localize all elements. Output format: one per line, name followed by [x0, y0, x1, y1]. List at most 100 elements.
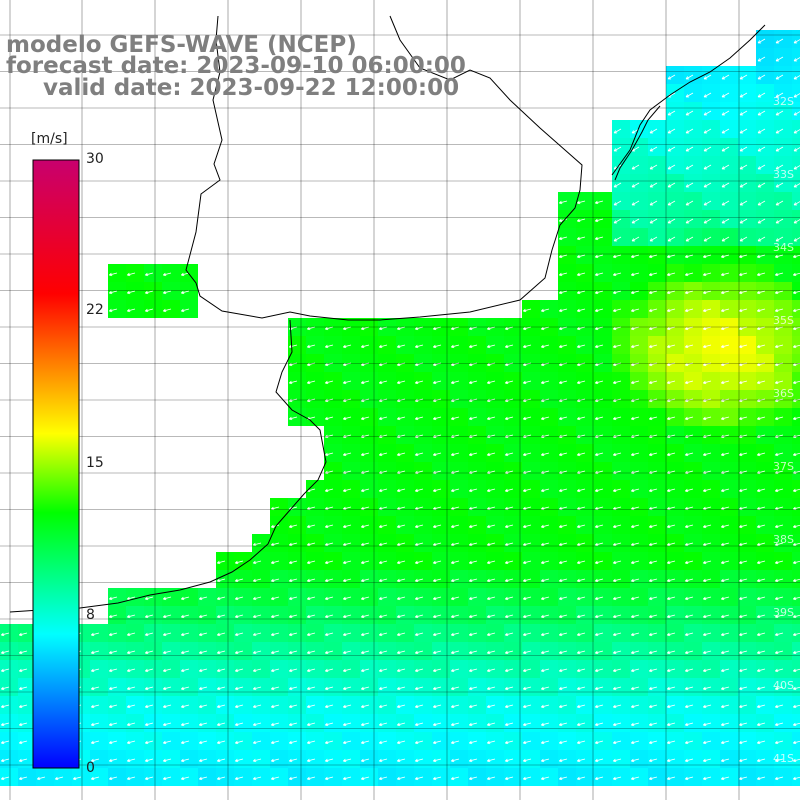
wind-arrow — [144, 704, 154, 709]
colorbar-tick-8: 8 — [86, 607, 95, 623]
wind-arrow — [774, 758, 784, 763]
wind-arrow — [666, 740, 676, 745]
wind-arrow — [720, 326, 730, 331]
wind-arrow — [648, 560, 658, 565]
wind-arrow — [702, 452, 712, 457]
wind-arrow — [108, 668, 118, 673]
wind-arrow — [504, 614, 514, 619]
lat-label-34s: 34S — [773, 241, 794, 254]
wind-arrow — [414, 380, 424, 385]
wind-arrow — [540, 524, 550, 529]
wind-arrow — [702, 632, 712, 637]
wind-arrow — [774, 254, 784, 259]
wind-arrow — [631, 164, 640, 170]
wind-arrow — [414, 416, 424, 421]
wind-arrow — [126, 308, 136, 313]
wind-arrow — [486, 740, 496, 745]
wind-arrow — [756, 740, 766, 745]
wind-arrow — [594, 452, 604, 457]
wind-arrow — [216, 596, 226, 601]
wind-arrow — [468, 344, 478, 349]
wind-arrow — [558, 776, 568, 781]
wind-arrow — [612, 740, 622, 745]
wind-arrow — [396, 704, 406, 709]
wind-arrow — [739, 146, 748, 152]
wind-arrow — [703, 218, 712, 224]
wind-arrow — [667, 218, 676, 224]
wind-arrow — [72, 776, 82, 781]
wind-arrow — [703, 110, 712, 116]
wind-arrow — [324, 344, 334, 349]
wind-arrow — [576, 236, 586, 241]
wind-arrow — [684, 704, 694, 709]
wind-arrow — [576, 542, 586, 547]
wind-arrow — [234, 578, 244, 583]
wind-arrow — [558, 200, 568, 205]
wind-arrow — [757, 218, 766, 224]
wind-arrow — [540, 758, 550, 763]
wind-arrow — [162, 776, 172, 781]
wind-arrow — [288, 578, 298, 583]
wind-arrow — [720, 380, 730, 385]
wind-arrow — [558, 740, 568, 745]
wind-arrow — [576, 254, 586, 259]
wind-arrow — [486, 524, 496, 529]
wind-arrow — [631, 146, 640, 152]
wind-arrow — [486, 326, 496, 331]
wind-arrow — [756, 524, 766, 529]
wind-arrow — [432, 380, 442, 385]
wind-arrow — [522, 686, 532, 691]
wind-arrow — [504, 704, 514, 709]
wind-arrow — [739, 200, 748, 206]
wind-arrow — [612, 344, 622, 349]
wind-arrow — [450, 542, 460, 547]
wind-arrow — [432, 416, 442, 421]
wind-arrow — [594, 344, 604, 349]
wind-arrow — [721, 218, 730, 224]
lat-label-38s: 38S — [773, 533, 794, 546]
lat-label-40s: 40S — [773, 679, 794, 692]
wind-arrow — [774, 704, 784, 709]
wind-arrow — [180, 308, 190, 313]
wind-arrow — [612, 614, 622, 619]
wind-arrow — [396, 488, 406, 493]
wind-arrow — [0, 632, 10, 637]
wind-arrow — [648, 740, 658, 745]
model-title: modelo GEFS-WAVE (NCEP) — [6, 32, 357, 58]
wind-arrow — [252, 596, 262, 601]
wind-arrow — [108, 308, 118, 313]
wind-arrow — [576, 290, 586, 295]
wind-speed-cell — [792, 264, 800, 282]
wind-arrow — [540, 542, 550, 547]
wind-arrow — [774, 344, 784, 349]
wind-arrow — [504, 542, 514, 547]
wind-arrow — [576, 560, 586, 565]
wind-arrow — [108, 614, 118, 619]
wind-arrow — [126, 776, 136, 781]
wind-arrow — [18, 686, 28, 691]
wind-arrow — [234, 722, 244, 727]
wind-arrow — [144, 686, 154, 691]
wind-arrow — [522, 542, 532, 547]
wind-arrow — [630, 686, 640, 691]
wind-arrow — [198, 668, 208, 673]
wind-arrow — [432, 740, 442, 745]
wind-arrow — [540, 650, 550, 655]
wind-arrow — [702, 740, 712, 745]
wind-arrow — [432, 452, 442, 457]
wind-arrow — [126, 722, 136, 727]
wind-arrow — [558, 416, 568, 421]
wind-arrow — [324, 686, 334, 691]
wind-arrow — [396, 776, 406, 781]
wind-arrow — [612, 650, 622, 655]
wind-arrow — [486, 416, 496, 421]
wind-arrow — [504, 578, 514, 583]
wind-arrow — [90, 740, 100, 745]
wind-arrow — [144, 272, 154, 277]
wind-arrow — [324, 596, 334, 601]
wind-arrow — [685, 92, 694, 98]
wind-arrow — [522, 614, 532, 619]
wind-arrow — [576, 308, 586, 313]
wind-arrow — [504, 632, 514, 637]
wind-arrow — [648, 650, 658, 655]
